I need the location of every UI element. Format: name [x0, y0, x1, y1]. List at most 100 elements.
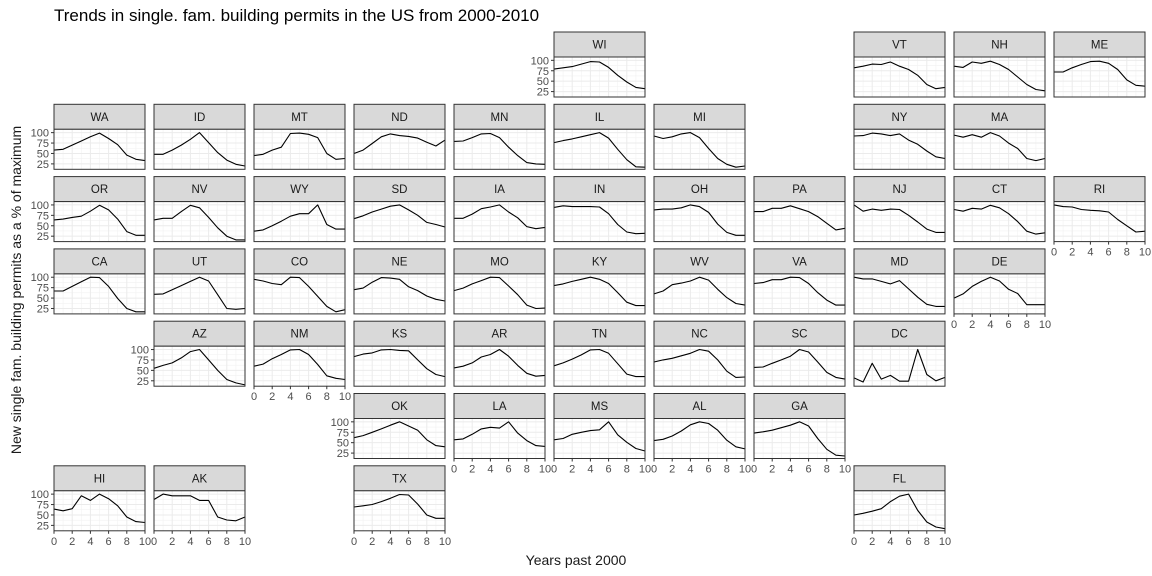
facet-label-oh: OH — [691, 184, 708, 196]
series-line-la — [453, 421, 546, 447]
facet-strip-pa — [753, 176, 846, 203]
x-tick-label: 8 — [724, 464, 730, 476]
x-tick-label: 2 — [69, 536, 75, 548]
facet-il: IL — [553, 103, 646, 170]
facet-strip-de — [953, 248, 1046, 275]
x-tick-label: 10 — [439, 536, 451, 548]
x-tick-label: 0 — [51, 536, 57, 548]
facet-label-ga: GA — [791, 401, 808, 413]
x-tick-label: 4 — [187, 536, 193, 548]
facet-strip-ne — [353, 248, 446, 275]
facet-strip-wa — [53, 103, 146, 130]
facet-label-md: MD — [891, 256, 909, 268]
series-line-ks — [353, 348, 446, 378]
panel-border-ar — [453, 345, 546, 387]
series-line-id — [154, 132, 246, 167]
y-tick-label: 50 — [337, 438, 349, 450]
x-tick-label: 6 — [306, 391, 312, 403]
x-tick-label: 10 — [239, 536, 251, 548]
facet-ga: GA 0 2 4 6 8 10 — [751, 393, 851, 476]
facet-strip-va — [753, 248, 846, 275]
facet-nm: NM 0 2 4 6 8 10 — [251, 320, 351, 403]
panel-border-fl — [853, 490, 946, 532]
panel-border-sd — [353, 201, 446, 243]
y-tick-label: 25 — [537, 87, 549, 99]
facet-strip-ny — [853, 103, 946, 130]
facet-strip-nj — [853, 176, 946, 203]
y-tick-label: 100 — [31, 200, 49, 212]
y-tick-label: 50 — [137, 365, 149, 377]
y-tick-label: 100 — [531, 55, 549, 67]
y-tick-label: 75 — [37, 500, 49, 512]
facet-label-ne: NE — [392, 256, 408, 268]
series-line-fl — [853, 493, 946, 530]
panel-border-ak — [153, 490, 246, 532]
x-tick-label: 8 — [524, 464, 530, 476]
x-tick-label: 2 — [769, 464, 775, 476]
facet-la: LA 0 2 4 6 8 10 — [451, 393, 551, 476]
facet-label-ok: OK — [391, 401, 408, 413]
x-tick-label: 4 — [87, 536, 93, 548]
y-tick-label: 75 — [337, 427, 349, 439]
panel-border-sc — [753, 345, 846, 387]
facet-label-de: DE — [992, 256, 1008, 268]
facet-label-sd: SD — [392, 184, 408, 196]
facet-ne: NE — [353, 248, 446, 315]
facet-strip-sc — [753, 320, 846, 347]
x-tick-label: 2 — [969, 319, 975, 331]
facet-ut: UT — [153, 248, 246, 315]
x-tick-label: 4 — [487, 464, 493, 476]
x-tick-label: 10 — [939, 536, 951, 548]
facet-fl: FL 0 2 4 6 8 10 — [851, 465, 951, 548]
facet-label-ca: CA — [92, 256, 108, 268]
facet-label-mn: MN — [491, 112, 509, 124]
facet-label-la: LA — [492, 401, 506, 413]
chart-title: Trends in single. fam. building permits … — [54, 6, 540, 25]
facet-nd: ND — [353, 103, 446, 170]
facet-label-il: IL — [595, 112, 605, 124]
series-line-mt — [253, 132, 346, 160]
y-tick-label: 50 — [37, 148, 49, 160]
panel-border-dc — [853, 345, 946, 387]
x-tick-label: 4 — [387, 536, 393, 548]
facet-strip-mn — [453, 103, 546, 130]
x-tick-label: 0 — [1051, 247, 1057, 259]
x-tick-label: 6 — [106, 536, 112, 548]
facet-strip-mi — [653, 103, 746, 130]
x-tick-label: 10 — [1139, 247, 1151, 259]
x-tick-label: 10 — [139, 536, 151, 548]
x-tick-label: 6 — [206, 536, 212, 548]
x-tick-label: 0 — [951, 319, 957, 331]
panel-border-ma — [953, 128, 1046, 170]
series-line-ct — [953, 204, 1046, 235]
facet-sd: SD — [353, 176, 446, 243]
panel-border-in — [553, 201, 646, 243]
facet-wv: WV — [653, 248, 746, 315]
panel-border-mo — [453, 273, 546, 315]
panel-border-wi — [553, 56, 646, 98]
x-tick-label: 2 — [269, 391, 275, 403]
facet-label-ak: AK — [192, 473, 208, 485]
x-tick-label: 8 — [324, 391, 330, 403]
facet-de: DE 0 2 4 6 8 10 — [951, 248, 1051, 331]
facet-vt: VT — [853, 31, 946, 98]
facet-label-nv: NV — [192, 184, 208, 196]
facet-strip-ga — [753, 393, 846, 419]
panel-border-oh — [653, 201, 746, 243]
y-tick-label: 25 — [337, 448, 349, 460]
facet-strip-mo — [453, 248, 546, 275]
series-line-ny — [853, 132, 946, 160]
series-line-al — [653, 421, 746, 450]
facet-label-nc: NC — [691, 329, 708, 341]
facet-strip-wi — [553, 31, 646, 58]
series-line-ak — [153, 493, 246, 522]
panel-border-mi — [653, 128, 746, 170]
facet-label-ia: IA — [494, 184, 505, 196]
facet-nv: NV — [153, 176, 246, 243]
panel-border-me — [1053, 56, 1146, 98]
facet-label-wa: WA — [90, 112, 108, 124]
y-tick-label: 100 — [31, 128, 49, 140]
panel-border-vt — [853, 56, 946, 98]
